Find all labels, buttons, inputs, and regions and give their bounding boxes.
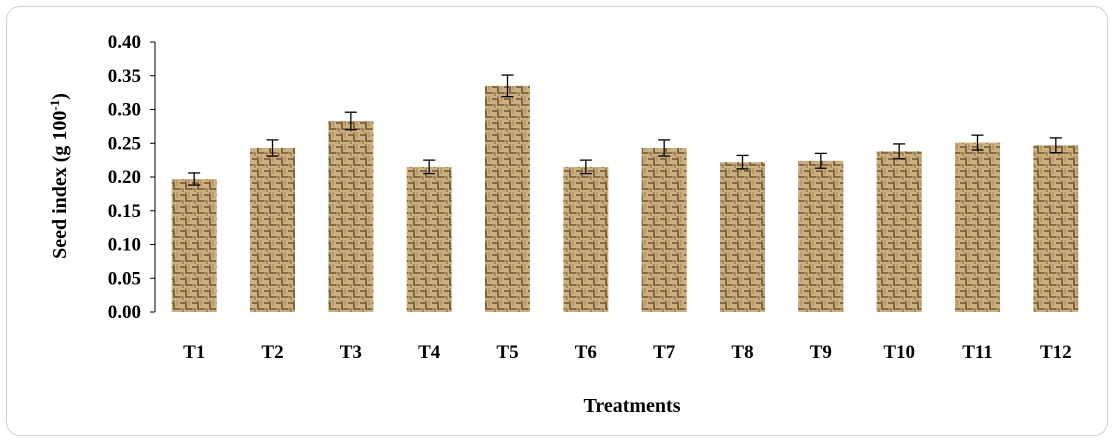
y-axis-title-superscript: -1: [47, 100, 62, 111]
x-tick-label: T1: [183, 342, 205, 363]
y-tick-label: 0.00: [108, 302, 141, 323]
y-tick-label: 0.05: [108, 268, 141, 289]
y-tick-label: 0.35: [108, 66, 141, 87]
y-tick-label: 0.25: [108, 133, 141, 154]
x-tick-label: T5: [496, 342, 518, 363]
x-tick-label: T8: [731, 342, 753, 363]
y-axis-title: Seed index (g 100-1): [47, 93, 71, 259]
x-tick-label: T4: [418, 342, 441, 363]
x-tick-label: T12: [1040, 342, 1072, 363]
y-tick-label: 0.20: [108, 167, 141, 188]
x-axis-title: Treatments: [583, 395, 680, 417]
x-tick-label: T2: [261, 342, 283, 363]
x-tick-label: T7: [653, 342, 676, 363]
bar-T10: [876, 151, 922, 312]
y-tick-label: 0.15: [108, 201, 141, 222]
bar-T6: [563, 166, 609, 312]
bar-T7: [641, 147, 687, 312]
bar-T11: [955, 142, 1000, 312]
bar-T8: [720, 162, 765, 312]
y-tick-label: 0.40: [108, 32, 141, 53]
y-axis-title-main: Seed index (g 100: [49, 111, 71, 259]
x-tick-label: T9: [810, 342, 832, 363]
y-axis-title-close: ): [49, 93, 71, 100]
plot-area: 0.00 0.05 0.10 0.15 0.20 0.25 0.30 0.35 0.40 T1 T2…: [108, 32, 1079, 363]
y-tick-label: 0.30: [108, 100, 141, 121]
x-tick-label: T10: [883, 342, 915, 363]
bar-T3: [328, 120, 374, 312]
x-tick-label: T11: [962, 342, 993, 363]
x-tick-label: T3: [340, 342, 362, 363]
bar-T4: [406, 166, 452, 312]
bar-T5: [485, 85, 530, 312]
bar-T2: [250, 147, 295, 312]
x-tick-label: T6: [575, 342, 597, 363]
bar-T9: [798, 160, 844, 312]
bar-T12: [1033, 145, 1079, 312]
bar-T1: [171, 179, 217, 312]
y-tick-label: 0.10: [108, 235, 141, 256]
